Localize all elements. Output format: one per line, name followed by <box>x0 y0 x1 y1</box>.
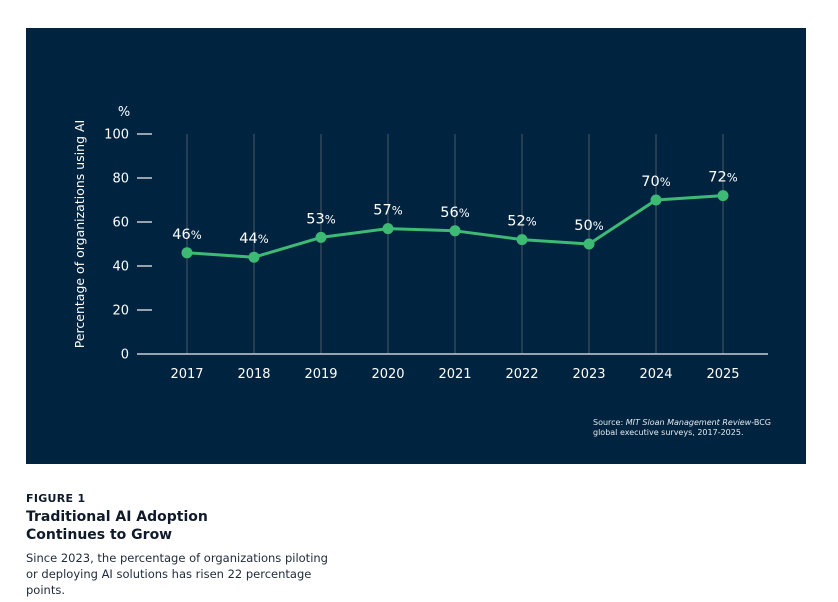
y-tick-label: 40 <box>112 260 129 275</box>
data-point <box>717 190 729 202</box>
figure-caption: FIGURE 1 Traditional AI Adoption Continu… <box>26 492 336 598</box>
source-note: Source: MIT Sloan Management Review-BCG … <box>593 418 771 438</box>
x-tick-label: 2025 <box>706 367 739 382</box>
source-publication: MIT Sloan Management Review <box>625 418 752 427</box>
data-label: 57% <box>373 203 402 219</box>
data-point <box>650 194 662 206</box>
y-ticks: 0 20 40 60 80 100 <box>104 128 152 363</box>
x-tick-labels: 2017 2018 2019 2020 2021 2022 2023 2024 2025 <box>170 367 739 382</box>
x-tick-label: 2022 <box>505 367 538 382</box>
data-label-suffix: % <box>593 219 604 233</box>
figure-label: FIGURE 1 <box>26 492 86 505</box>
data-label-value: 44 <box>239 231 257 247</box>
data-label: 56% <box>440 205 469 221</box>
y-tick-label: 0 <box>121 348 129 363</box>
x-tick-label: 2019 <box>304 367 337 382</box>
data-point <box>449 225 461 237</box>
data-label-value: 53 <box>306 211 324 227</box>
data-label-suffix: % <box>727 171 738 185</box>
data-point <box>181 247 193 259</box>
x-tick-label: 2021 <box>438 367 471 382</box>
data-label-suffix: % <box>325 212 336 226</box>
data-label: 44% <box>239 231 268 247</box>
data-label: 52% <box>507 214 536 230</box>
source-prefix: Source: <box>593 418 626 427</box>
data-label-suffix: % <box>660 175 671 189</box>
x-tick-label: 2018 <box>237 367 270 382</box>
chart-panel <box>26 28 806 464</box>
y-tick-label: 20 <box>112 304 129 319</box>
figure-title: Traditional AI Adoption Continues to Gro… <box>26 509 208 543</box>
figure-description: Since 2023, the percentage of organizati… <box>26 551 328 597</box>
data-label-value: 50 <box>574 218 592 234</box>
data-label-value: 70 <box>641 174 659 190</box>
data-point <box>516 234 528 246</box>
data-label: 46% <box>172 227 201 243</box>
data-label-suffix: % <box>392 204 403 218</box>
data-label-suffix: % <box>459 206 470 220</box>
y-tick-label: 100 <box>104 128 129 143</box>
x-tick-label: 2023 <box>572 367 605 382</box>
y-tick-label: 60 <box>112 216 129 231</box>
data-point <box>583 238 595 250</box>
data-label: 53% <box>306 211 335 227</box>
y-axis-title: Percentage of organizations using AI <box>72 120 87 349</box>
data-point <box>248 251 260 263</box>
data-label-value: 56 <box>440 205 458 221</box>
data-label-value: 46 <box>172 227 190 243</box>
data-point <box>315 231 327 243</box>
y-unit-label: % <box>118 105 130 120</box>
data-label-suffix: % <box>258 232 269 246</box>
data-label-suffix: % <box>191 228 202 242</box>
source-line2: global executive surveys, 2017-2025. <box>593 428 744 437</box>
x-tick-label: 2024 <box>639 367 672 382</box>
data-label-value: 52 <box>507 214 525 230</box>
y-tick-label: 80 <box>112 172 129 187</box>
data-label: 70% <box>641 174 670 190</box>
x-tick-label: 2017 <box>170 367 203 382</box>
data-point <box>382 223 394 235</box>
data-label-suffix: % <box>526 215 537 229</box>
x-tick-label: 2020 <box>371 367 404 382</box>
source-suffix: -BCG <box>751 418 771 427</box>
data-labels: 46% 44%53%57% 56%52% 50%70% 72% <box>172 170 737 248</box>
data-label: 72% <box>708 170 737 186</box>
data-label-value: 57 <box>373 203 391 219</box>
data-label: 50% <box>574 218 603 234</box>
data-points <box>181 190 729 263</box>
data-label-value: 72 <box>708 170 726 186</box>
